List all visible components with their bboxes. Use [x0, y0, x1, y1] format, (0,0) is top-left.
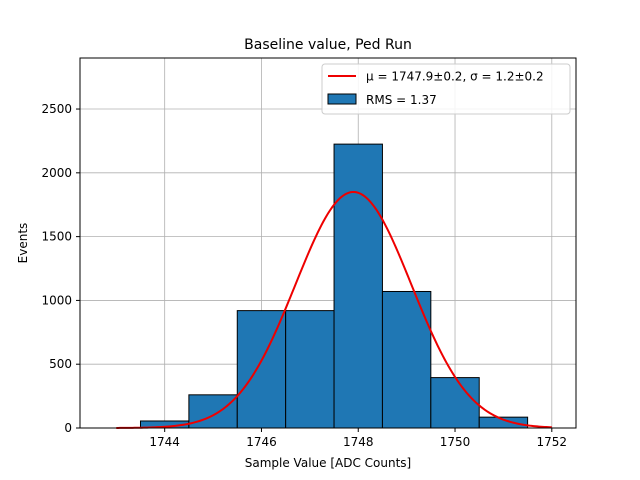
x-axis-title: Sample Value [ADC Counts] — [245, 456, 411, 470]
y-tick-label: 500 — [49, 357, 72, 371]
histogram-bar — [285, 310, 335, 429]
y-tick-label: 0 — [64, 421, 72, 435]
y-tick-label: 2500 — [41, 102, 72, 116]
plot-frame — [79, 57, 577, 429]
legend-histogram-label: RMS = 1.37 — [366, 93, 437, 107]
x-tick-label: 1752 — [537, 435, 568, 449]
y-tick-label: 1000 — [41, 293, 72, 307]
x-tick-label: 1748 — [343, 435, 374, 449]
legend-box — [321, 63, 571, 115]
chart-title: Baseline value, Ped Run — [244, 37, 412, 53]
legend-fit-label: μ = 1747.9±0.2, σ = 1.2±0.2 — [366, 70, 544, 84]
x-tick-label: 1746 — [246, 435, 277, 449]
y-axis-title: Events — [16, 223, 30, 264]
y-tick-label: 2000 — [41, 166, 72, 180]
histogram-bar — [430, 377, 480, 429]
legend-histogram-swatch — [327, 93, 357, 105]
gaussian-fit-curve — [116, 190, 552, 429]
y-tick-label: 1500 — [41, 230, 72, 244]
x-tick-label: 1744 — [149, 435, 180, 449]
histogram-bar — [188, 394, 238, 429]
histogram-bars — [139, 143, 529, 429]
histogram-bar — [333, 143, 383, 429]
x-tick-label: 1750 — [440, 435, 471, 449]
legend: μ = 1747.9±0.2, σ = 1.2±0.2 RMS = 1.37 — [321, 63, 571, 115]
histogram-bar — [236, 310, 287, 429]
axis-ticks: 1744 1746 1748 1750 1752 0 500 1000 1500 2000 2500 — [41, 102, 567, 449]
